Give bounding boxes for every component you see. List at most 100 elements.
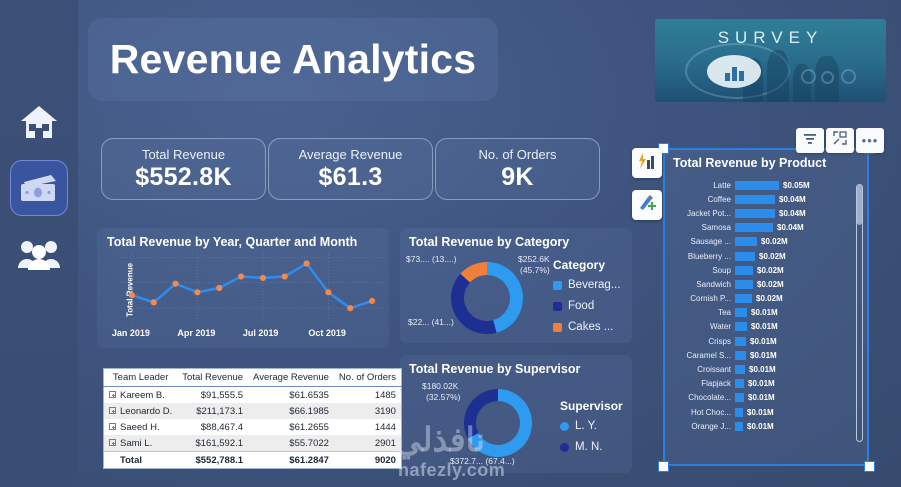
banner-figure bbox=[767, 50, 789, 102]
product-bar-row[interactable]: Soup $0.02M bbox=[669, 263, 857, 277]
line-data-point[interactable] bbox=[325, 289, 332, 296]
product-bar-fill[interactable] bbox=[735, 308, 747, 318]
donut-slice[interactable] bbox=[487, 262, 523, 333]
table-team-leader-revenue[interactable]: Team Leader Total Revenue Average Revenu… bbox=[103, 368, 402, 469]
sidebar-item-home[interactable] bbox=[10, 94, 68, 150]
product-bar-fill[interactable] bbox=[735, 365, 745, 375]
line-data-point[interactable] bbox=[150, 299, 157, 306]
product-bar-row[interactable]: Chocolate... $0.01M bbox=[669, 391, 857, 405]
product-scrollbar[interactable] bbox=[856, 184, 863, 442]
product-bar-row[interactable]: Hot Choc... $0.01M bbox=[669, 405, 857, 419]
resize-handle-bottom-right[interactable] bbox=[864, 461, 875, 472]
expand-icon[interactable] bbox=[109, 423, 116, 431]
table-header-cell[interactable]: No. of Orders bbox=[333, 368, 402, 387]
product-bar-row[interactable]: Sausage ... $0.02M bbox=[669, 235, 857, 249]
line-data-point[interactable] bbox=[347, 305, 354, 312]
line-data-point[interactable] bbox=[128, 292, 136, 299]
product-bar-fill[interactable] bbox=[735, 194, 775, 204]
product-bar-fill[interactable] bbox=[735, 180, 779, 190]
product-bar-row[interactable]: Samosa $0.04M bbox=[669, 221, 857, 235]
product-bar-fill[interactable] bbox=[735, 294, 752, 304]
product-bar-row[interactable]: Flapjack $0.01M bbox=[669, 377, 857, 391]
product-bar-row[interactable]: Blueberry ... $0.02M bbox=[669, 249, 857, 263]
product-bar-row[interactable]: Orange J... $0.01M bbox=[669, 419, 857, 433]
donut-slice[interactable] bbox=[467, 389, 532, 457]
sidebar-item-revenue[interactable] bbox=[10, 160, 68, 216]
supervisor-donut[interactable] bbox=[463, 388, 533, 458]
table-header-cell[interactable]: Average Revenue bbox=[248, 368, 334, 387]
donut-slice[interactable] bbox=[451, 273, 497, 334]
quick-insights-button[interactable] bbox=[632, 148, 662, 178]
line-data-point[interactable] bbox=[259, 274, 267, 282]
resize-handle-bottom-left[interactable] bbox=[658, 461, 669, 472]
legend-item[interactable]: L. Y. bbox=[560, 420, 623, 432]
product-bar-fill[interactable] bbox=[735, 251, 755, 261]
analytics-brush-button[interactable] bbox=[632, 190, 662, 220]
chart-total-revenue-by-month[interactable]: Total Revenue by Year, Quarter and Month… bbox=[97, 228, 389, 348]
chart-total-revenue-by-product[interactable]: Total Revenue by Product Latte $0.05M Coff… bbox=[663, 148, 869, 466]
product-bar-row[interactable]: Crisps $0.01M bbox=[669, 334, 857, 348]
legend-item[interactable]: Cakes ... bbox=[553, 321, 620, 333]
line-data-point[interactable] bbox=[303, 260, 310, 267]
table-header-cell[interactable]: Team Leader bbox=[103, 368, 178, 387]
product-bar-fill[interactable] bbox=[735, 350, 746, 360]
product-bar-row[interactable]: Sandwich $0.02M bbox=[669, 277, 857, 291]
donut-slice[interactable] bbox=[460, 262, 487, 283]
kpi-card-no-of-orders[interactable]: No. of Orders 9K bbox=[435, 138, 600, 200]
line-data-point[interactable] bbox=[172, 280, 179, 287]
donut-callout-food: $22... (41...) bbox=[408, 317, 454, 327]
filter-button[interactable] bbox=[796, 128, 824, 153]
product-bar-fill[interactable] bbox=[735, 265, 753, 275]
line-data-point[interactable] bbox=[216, 284, 223, 292]
watermark-arabic: نافذلي bbox=[395, 421, 485, 458]
filter-icon bbox=[803, 132, 817, 150]
product-bar-fill[interactable] bbox=[735, 322, 747, 332]
product-bar-row[interactable]: Jacket Pot... $0.04M bbox=[669, 206, 857, 220]
legend-item[interactable]: M. N. bbox=[560, 441, 623, 453]
more-options-button[interactable]: ••• bbox=[856, 128, 884, 153]
product-bar-row[interactable]: Caramel S... $0.01M bbox=[669, 348, 857, 362]
legend-item[interactable]: Beverag... bbox=[553, 279, 620, 291]
product-bar-fill[interactable] bbox=[735, 393, 744, 403]
table-row[interactable]: Kareem B. $91,555.5 $61.6535 1485 bbox=[104, 387, 402, 404]
product-bar-fill[interactable] bbox=[735, 407, 743, 417]
line-data-point[interactable] bbox=[237, 273, 245, 280]
legend-item[interactable]: Food bbox=[553, 300, 620, 312]
product-bar-fill[interactable] bbox=[735, 208, 775, 218]
kpi-card-average-revenue[interactable]: Average Revenue $61.3 bbox=[268, 138, 433, 200]
focus-mode-button[interactable] bbox=[826, 128, 854, 153]
chart-total-revenue-by-category[interactable]: Total Revenue by Category $73.... (13...… bbox=[400, 228, 632, 343]
table-cell: Sami L. bbox=[103, 435, 178, 452]
product-bar-fill[interactable] bbox=[735, 237, 757, 247]
product-bar-fill[interactable] bbox=[735, 223, 773, 233]
product-bar-fill[interactable] bbox=[735, 279, 753, 289]
product-bar-row[interactable]: Coffee $0.04M bbox=[669, 192, 857, 206]
product-bar-fill[interactable] bbox=[735, 421, 743, 431]
kpi-card-total-revenue[interactable]: Total Revenue $552.8K bbox=[101, 138, 266, 200]
product-bar-row[interactable]: Cornish P... $0.02M bbox=[669, 292, 857, 306]
donut-slice[interactable] bbox=[464, 389, 498, 439]
line-data-point[interactable] bbox=[368, 297, 376, 305]
expand-icon[interactable] bbox=[109, 407, 116, 415]
product-bar-label: Flapjack bbox=[701, 379, 731, 389]
product-bar-row[interactable]: Latte $0.05M bbox=[669, 178, 857, 192]
scrollbar-thumb[interactable] bbox=[857, 185, 862, 225]
product-bar-row[interactable]: Croissant $0.01M bbox=[669, 362, 857, 376]
product-bar-row[interactable]: Water $0.01M bbox=[669, 320, 857, 334]
sidebar-item-people[interactable] bbox=[10, 226, 68, 282]
expand-icon[interactable] bbox=[109, 439, 116, 447]
product-bar-fill[interactable] bbox=[735, 336, 746, 346]
line-data-point[interactable] bbox=[281, 273, 288, 280]
people-icon bbox=[17, 237, 61, 271]
chart-total-revenue-by-supervisor[interactable]: Total Revenue by Supervisor $180.02K (32… bbox=[400, 355, 632, 473]
product-bar-fill[interactable] bbox=[735, 379, 744, 389]
category-donut[interactable] bbox=[450, 261, 524, 335]
expand-icon[interactable] bbox=[109, 391, 116, 399]
line-data-point[interactable] bbox=[194, 289, 201, 296]
table-row[interactable]: Sami L. $161,592.1 $55.7022 2901 bbox=[103, 435, 402, 452]
table-header-cell[interactable]: Total Revenue bbox=[177, 368, 249, 387]
table-row[interactable]: Leonardo D. $211,173.1 $66.1985 3190 bbox=[103, 403, 402, 419]
product-bar-row[interactable]: Tea $0.01M bbox=[669, 306, 857, 320]
table-cell: $61.2655 bbox=[289, 421, 329, 433]
table-row[interactable]: Saeed H. $88,467.4 $61.2655 1444 bbox=[104, 419, 402, 435]
